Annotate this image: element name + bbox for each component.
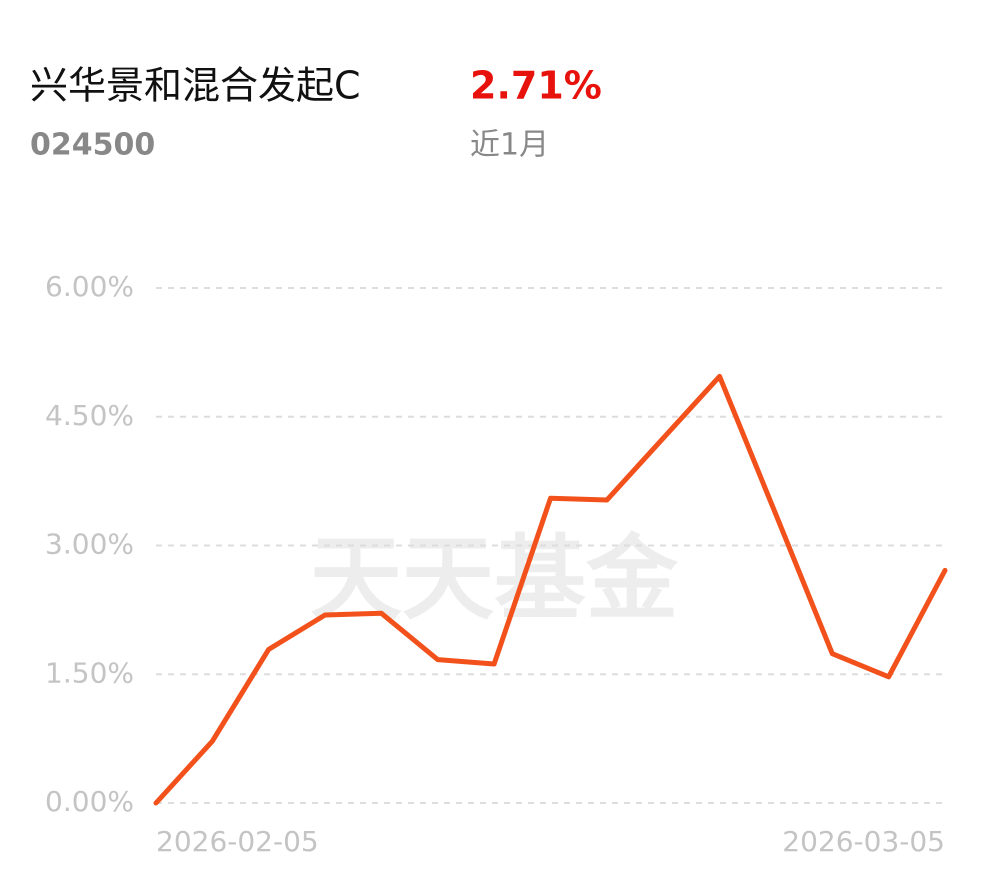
y-tick-label: 6.00% <box>45 270 134 303</box>
y-tick-label: 3.00% <box>45 528 134 561</box>
y-tick-label: 1.50% <box>45 656 134 689</box>
x-tick-label: 2026-02-05 <box>156 825 319 858</box>
fund-name: 兴华景和混合发起C <box>30 64 361 108</box>
watermark: 天天基金 <box>310 525 679 632</box>
line <box>153 373 948 806</box>
fund-return: 2.71% <box>470 64 602 108</box>
period: 近1月 <box>470 128 549 163</box>
y-tick-label: 0.00% <box>45 785 134 818</box>
y-tick-label: 4.50% <box>45 399 134 432</box>
x-tick-label: 2026-03-05 <box>782 825 945 858</box>
fund-code: 024500 <box>30 128 155 163</box>
